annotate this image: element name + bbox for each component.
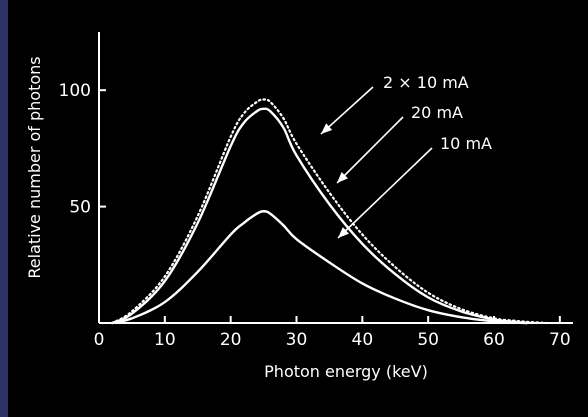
series-2x10ma-leader-line [320,86,374,135]
series-10ma-line [110,210,529,325]
photon-spectrum-chart: 0 10 20 30 40 50 60 70 50 100 Photon energy (keV) R… [25,32,573,381]
series-20ma-leader-line [336,116,404,184]
x-tick-label-50: 50 [417,330,439,350]
y-tick-label-100: 100 [59,81,91,101]
x-tick-label-70: 70 [549,330,571,350]
series-20ma-line [110,107,529,325]
y-axis-title: Relative number of photons [25,56,44,278]
series-10ma-leader-line [337,147,433,239]
x-tick-label-30: 30 [286,330,308,350]
x-tick-label-10: 10 [154,330,176,350]
series-2x10ma-line [111,98,548,325]
chart-panel: 0 10 20 30 40 50 60 70 50 100 Photon energy (keV) R… [8,0,588,417]
x-tick-label-0: 0 [94,330,105,350]
series-10ma-arrowhead [338,227,350,238]
series-2x10ma-arrowhead [321,123,333,134]
series-2x10ma-label: 2 × 10 mA [383,73,469,92]
series-20ma-label: 20 mA [411,103,463,122]
series-10ma-label: 10 mA [440,134,492,153]
y-tick-label-50: 50 [69,198,91,218]
x-tick-label-60: 60 [483,330,505,350]
x-tick-label-40: 40 [352,330,374,350]
series-20ma-arrowhead [337,172,348,183]
x-tick-label-20: 20 [220,330,242,350]
x-axis-title: Photon energy (keV) [264,362,428,381]
